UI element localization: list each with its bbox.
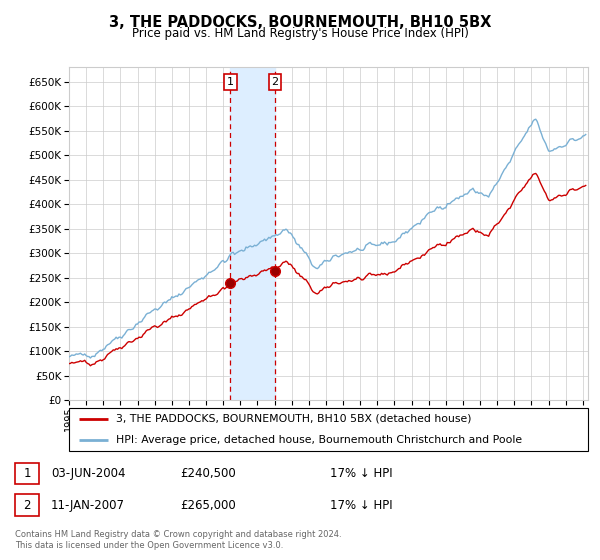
Text: £265,000: £265,000: [180, 498, 236, 512]
Text: HPI: Average price, detached house, Bournemouth Christchurch and Poole: HPI: Average price, detached house, Bour…: [116, 435, 522, 445]
Text: This data is licensed under the Open Government Licence v3.0.: This data is licensed under the Open Gov…: [15, 541, 283, 550]
Text: 2: 2: [271, 77, 278, 87]
Bar: [230, 67, 275, 400]
Text: 1: 1: [227, 77, 234, 87]
Text: Price paid vs. HM Land Registry's House Price Index (HPI): Price paid vs. HM Land Registry's House …: [131, 27, 469, 40]
Text: 1: 1: [23, 466, 31, 480]
Text: 11-JAN-2007: 11-JAN-2007: [51, 498, 125, 512]
Text: 2: 2: [23, 498, 31, 512]
Text: £240,500: £240,500: [180, 466, 236, 480]
Text: 17% ↓ HPI: 17% ↓ HPI: [330, 498, 392, 512]
Text: 17% ↓ HPI: 17% ↓ HPI: [330, 466, 392, 480]
Text: 03-JUN-2004: 03-JUN-2004: [51, 466, 125, 480]
Text: 3, THE PADDOCKS, BOURNEMOUTH, BH10 5BX: 3, THE PADDOCKS, BOURNEMOUTH, BH10 5BX: [109, 15, 491, 30]
FancyBboxPatch shape: [69, 408, 588, 451]
Text: Contains HM Land Registry data © Crown copyright and database right 2024.: Contains HM Land Registry data © Crown c…: [15, 530, 341, 539]
Text: 3, THE PADDOCKS, BOURNEMOUTH, BH10 5BX (detached house): 3, THE PADDOCKS, BOURNEMOUTH, BH10 5BX (…: [116, 414, 471, 424]
